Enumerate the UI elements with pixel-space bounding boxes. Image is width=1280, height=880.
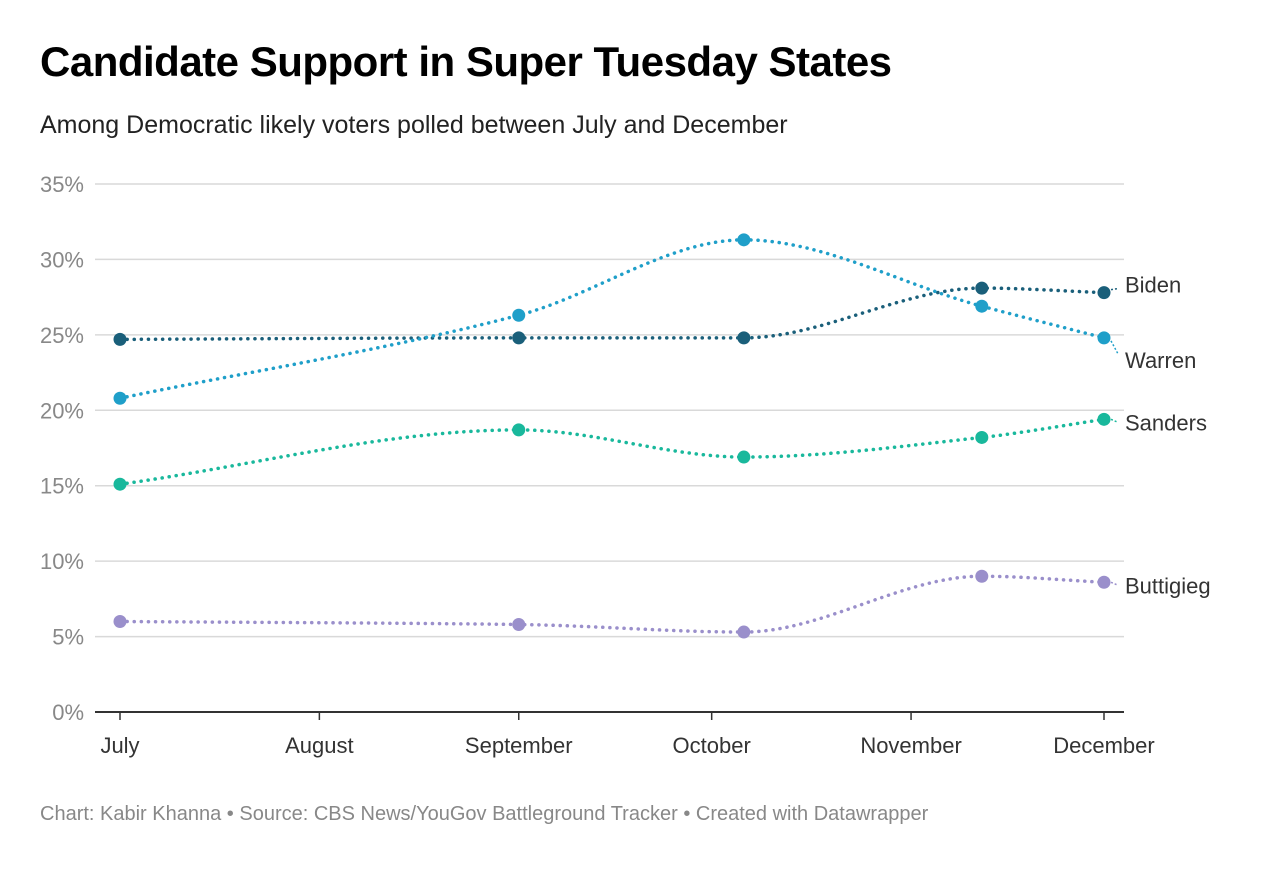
data-point-warren: [975, 299, 989, 313]
label-leader-biden: [1110, 287, 1119, 291]
footer-tool: Created with Datawrapper: [695, 803, 929, 825]
series-line-biden: [118, 286, 1106, 342]
label-leader-buttigieg: [1110, 581, 1119, 586]
series-labels: Biden Warren Sanders Buttigieg: [1110, 273, 1211, 598]
x-tick-label: November: [860, 733, 961, 758]
series-line-sanders: [118, 417, 1106, 486]
series-line-buttigieg: [118, 574, 1106, 634]
label-leader-sanders: [1110, 418, 1119, 424]
data-point-biden: [1097, 286, 1111, 300]
x-axis: July August September October November Decemb…: [95, 711, 1155, 758]
series-label-buttigieg: Buttigieg: [1125, 573, 1211, 598]
footer-source: Source: CBS News/YouGov Battleground Tra…: [239, 803, 678, 825]
data-point-sanders: [113, 477, 127, 491]
data-point-sanders: [737, 450, 751, 464]
series-label-sanders: Sanders: [1125, 410, 1207, 435]
footer-separator: •: [226, 803, 234, 825]
y-tick-label: 10%: [40, 549, 84, 574]
x-tick-label: October: [673, 733, 751, 758]
x-tick-label: September: [465, 733, 573, 758]
y-tick-label: 20%: [40, 398, 84, 423]
data-point-warren: [1097, 331, 1111, 345]
data-point-biden: [737, 331, 751, 345]
y-tick-label: 35%: [40, 172, 84, 197]
data-point-buttigieg: [512, 618, 526, 632]
series-buttigieg: [113, 569, 1111, 639]
series-warren: [113, 233, 1111, 405]
data-point-warren: [512, 308, 526, 322]
label-leader-warren: [1110, 340, 1119, 355]
line-chart: 0% 5% 10% 15% 20% 25% 30% 35% July August Septemb…: [40, 172, 1211, 758]
data-point-sanders: [1097, 412, 1111, 426]
x-tick-label: July: [100, 733, 139, 758]
chart-footer: Chart: Kabir Khanna • Source: CBS News/Y…: [40, 803, 928, 826]
series-line-warren: [118, 238, 1106, 400]
data-point-sanders: [512, 423, 526, 437]
chart-title: Candidate Support in Super Tuesday State…: [40, 38, 892, 85]
footer-credit: Chart: Kabir Khanna: [40, 803, 222, 825]
data-point-biden: [113, 332, 127, 346]
data-point-buttigieg: [1097, 575, 1111, 589]
data-point-buttigieg: [113, 614, 127, 628]
y-tick-label: 0%: [52, 700, 84, 725]
series-label-biden: Biden: [1125, 273, 1181, 298]
data-point-warren: [113, 391, 127, 405]
grid-lines: 0% 5% 10% 15% 20% 25% 30% 35%: [40, 172, 1124, 725]
x-tick-label: August: [285, 733, 354, 758]
data-point-warren: [737, 233, 751, 247]
series-lines: [113, 233, 1111, 639]
chart-subtitle: Among Democratic likely voters polled be…: [40, 111, 788, 139]
series-label-warren: Warren: [1125, 348, 1196, 373]
y-tick-label: 15%: [40, 474, 84, 499]
series-biden: [113, 281, 1111, 346]
data-point-sanders: [975, 430, 989, 444]
data-point-buttigieg: [737, 625, 751, 639]
y-tick-label: 25%: [40, 323, 84, 348]
x-tick-label: December: [1053, 733, 1154, 758]
series-sanders: [113, 412, 1111, 491]
footer-separator: •: [683, 803, 691, 825]
y-tick-label: 5%: [52, 625, 84, 650]
data-point-biden: [975, 281, 989, 295]
y-tick-label: 30%: [40, 247, 84, 272]
data-point-biden: [512, 331, 526, 345]
data-point-buttigieg: [975, 569, 989, 583]
